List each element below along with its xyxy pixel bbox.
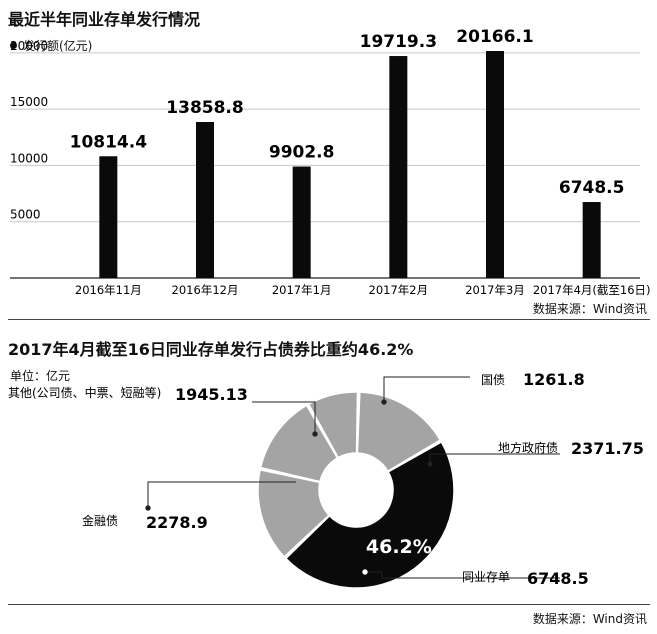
bar — [486, 51, 504, 278]
y-tick-label: 20000 — [10, 39, 48, 53]
slice-value-label: 1945.13 — [175, 385, 248, 404]
bar-value-label: 10814.4 — [70, 132, 148, 152]
x-tick-label: 2017年1月 — [272, 283, 332, 297]
leader-line — [429, 453, 560, 464]
bar-value-label: 6748.5 — [559, 178, 625, 198]
bar — [196, 121, 214, 278]
bar — [292, 166, 311, 278]
donut-slice — [284, 441, 455, 589]
bar — [582, 202, 601, 278]
bar-chart-title: 最近半年同业存单发行情况 — [8, 10, 201, 29]
slice-name-label: 其他(公司债、中票、短融等) — [8, 385, 161, 400]
donut-chart: 46.2% 同业存单 6748.5 金融债 2278.9 其他(公司债、中票、短融等) 19… — [8, 370, 644, 589]
pie-chart-title: 2017年4月截至16日同业存单发行占债券比重约46.2% — [8, 340, 414, 359]
leader-line — [252, 401, 316, 434]
donut-slice — [356, 391, 442, 473]
leader-dot — [427, 461, 433, 467]
bar-value-label: 19719.3 — [360, 32, 437, 52]
leader-dot — [362, 569, 368, 575]
legend-label: 发行额(亿元) — [23, 39, 93, 53]
bar-chart-legend: 发行额(亿元) — [10, 37, 92, 54]
slice-name-label: 金融债 — [82, 513, 118, 528]
pie-chart-unit: 单位：亿元 — [10, 369, 71, 383]
y-tick-label: 5000 — [10, 208, 41, 222]
y-tick-label: 15000 — [10, 95, 48, 109]
donut-percentage-label: 46.2% — [366, 536, 432, 558]
x-tick-label: 2017年3月 — [465, 283, 525, 297]
slice-value-label: 2371.75 — [571, 439, 644, 458]
bar-chart-source: 数据来源：Wind资讯 — [532, 302, 647, 316]
x-tick-label: 2017年2月 — [369, 283, 429, 297]
bar-value-label: 20166.1 — [456, 27, 533, 47]
bar-value-label: 13858.8 — [166, 98, 243, 118]
pie-chart-source: 数据来源：Wind资讯 — [532, 612, 647, 626]
donut-slice — [257, 469, 330, 558]
leader-dot — [145, 505, 151, 511]
slice-name-label: 国债 — [481, 373, 505, 387]
x-tick-label: 2016年12月 — [172, 283, 239, 297]
slice-value-label: 2278.9 — [146, 513, 208, 532]
donut-slice — [307, 391, 359, 459]
leader-line — [365, 571, 560, 579]
y-tick-label: 10000 — [10, 151, 48, 165]
leader-dot — [312, 431, 318, 437]
section-divider — [8, 319, 650, 320]
x-tick-label: 2016年11月 — [75, 283, 142, 297]
bar-chart: 20000 15000 10000 5000 10814.4 13858.8 9902.8… — [10, 27, 651, 297]
slice-value-label: 6748.5 — [527, 569, 589, 588]
leader-line — [383, 376, 470, 402]
footer-divider — [8, 604, 650, 605]
bar — [99, 156, 118, 278]
bar — [389, 56, 408, 278]
slice-value-label: 1261.8 — [523, 370, 585, 389]
leader-dot — [381, 399, 387, 405]
slice-name-label: 地方政府债 — [498, 440, 558, 455]
legend-dot-icon — [10, 42, 17, 49]
leader-line — [147, 481, 296, 508]
slice-name-label: 同业存单 — [462, 570, 510, 584]
x-tick-label: 2017年4月(截至16日) — [533, 283, 651, 297]
bar-value-label: 9902.8 — [269, 143, 335, 163]
donut-slice — [259, 404, 339, 483]
